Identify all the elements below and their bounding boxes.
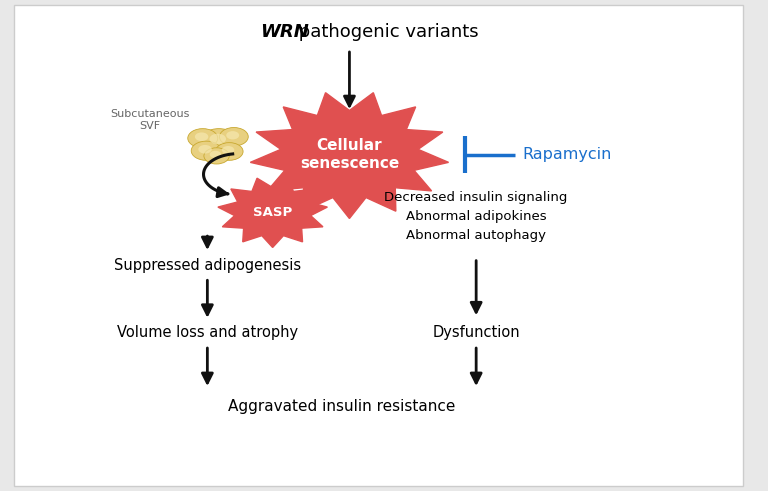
Polygon shape: [250, 93, 449, 218]
Text: Volume loss and atrophy: Volume loss and atrophy: [117, 326, 298, 340]
Circle shape: [227, 131, 239, 139]
Text: WRN: WRN: [260, 23, 309, 41]
Circle shape: [200, 129, 237, 152]
Text: Suppressed adipogenesis: Suppressed adipogenesis: [114, 258, 301, 273]
Circle shape: [210, 134, 226, 144]
Text: Rapamycin: Rapamycin: [522, 147, 611, 162]
Text: Cellular
senescence: Cellular senescence: [300, 138, 399, 171]
Circle shape: [210, 151, 221, 158]
Circle shape: [188, 129, 218, 148]
Polygon shape: [218, 178, 327, 247]
Circle shape: [198, 145, 212, 154]
Text: Dysfunction: Dysfunction: [432, 326, 520, 340]
FancyBboxPatch shape: [14, 5, 743, 486]
Text: Aggravated insulin resistance: Aggravated insulin resistance: [228, 399, 455, 414]
Circle shape: [215, 142, 243, 161]
Circle shape: [220, 128, 248, 146]
Circle shape: [191, 141, 221, 161]
Text: Subcutaneous
SVF: Subcutaneous SVF: [110, 109, 190, 131]
Text: SASP: SASP: [253, 206, 293, 218]
Circle shape: [195, 133, 208, 141]
Text: Decreased insulin signaling
Abnormal adipokines
Abnormal autophagy: Decreased insulin signaling Abnormal adi…: [385, 191, 568, 242]
Text: pathogenic variants: pathogenic variants: [293, 23, 479, 41]
Circle shape: [222, 146, 234, 154]
Circle shape: [204, 148, 230, 164]
